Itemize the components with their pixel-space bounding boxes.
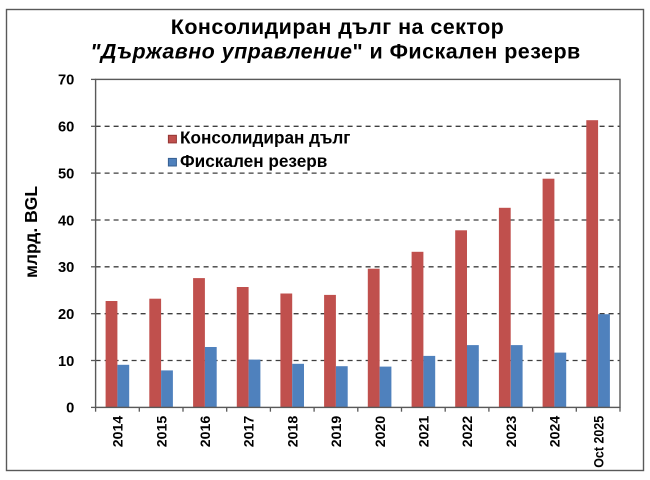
svg-text:30: 30	[58, 260, 74, 276]
svg-text:2017: 2017	[241, 416, 257, 448]
svg-text:2020: 2020	[372, 416, 388, 448]
svg-text:2018: 2018	[284, 416, 300, 448]
svg-text:2021: 2021	[416, 416, 432, 448]
svg-text:2019: 2019	[328, 416, 344, 448]
svg-text:50: 50	[58, 166, 74, 182]
svg-text:2015: 2015	[153, 416, 169, 448]
svg-text:10: 10	[58, 354, 74, 370]
svg-text:Oct 2025: Oct 2025	[590, 416, 606, 468]
svg-text:млрд. BGL: млрд. BGL	[21, 186, 41, 278]
svg-text:Фискален резерв: Фискален резерв	[180, 151, 327, 171]
svg-text:2023: 2023	[503, 416, 519, 448]
svg-text:2014: 2014	[110, 416, 126, 448]
svg-text:20: 20	[58, 307, 74, 323]
svg-text:2022: 2022	[459, 416, 475, 448]
svg-text:70: 70	[58, 73, 74, 89]
svg-text:2016: 2016	[197, 416, 213, 448]
svg-text:40: 40	[58, 213, 74, 229]
svg-text:Консолидиран дълг: Консолидиран дълг	[180, 127, 350, 147]
svg-text:60: 60	[58, 120, 74, 136]
svg-text:0: 0	[66, 401, 74, 417]
svg-text:"Държавно управление" и Фискал: "Държавно управление" и Фискален резерв	[90, 40, 580, 64]
svg-text:2024: 2024	[547, 416, 563, 448]
svg-text:Консолидиран дълг на сектор: Консолидиран дълг на сектор	[171, 15, 504, 39]
